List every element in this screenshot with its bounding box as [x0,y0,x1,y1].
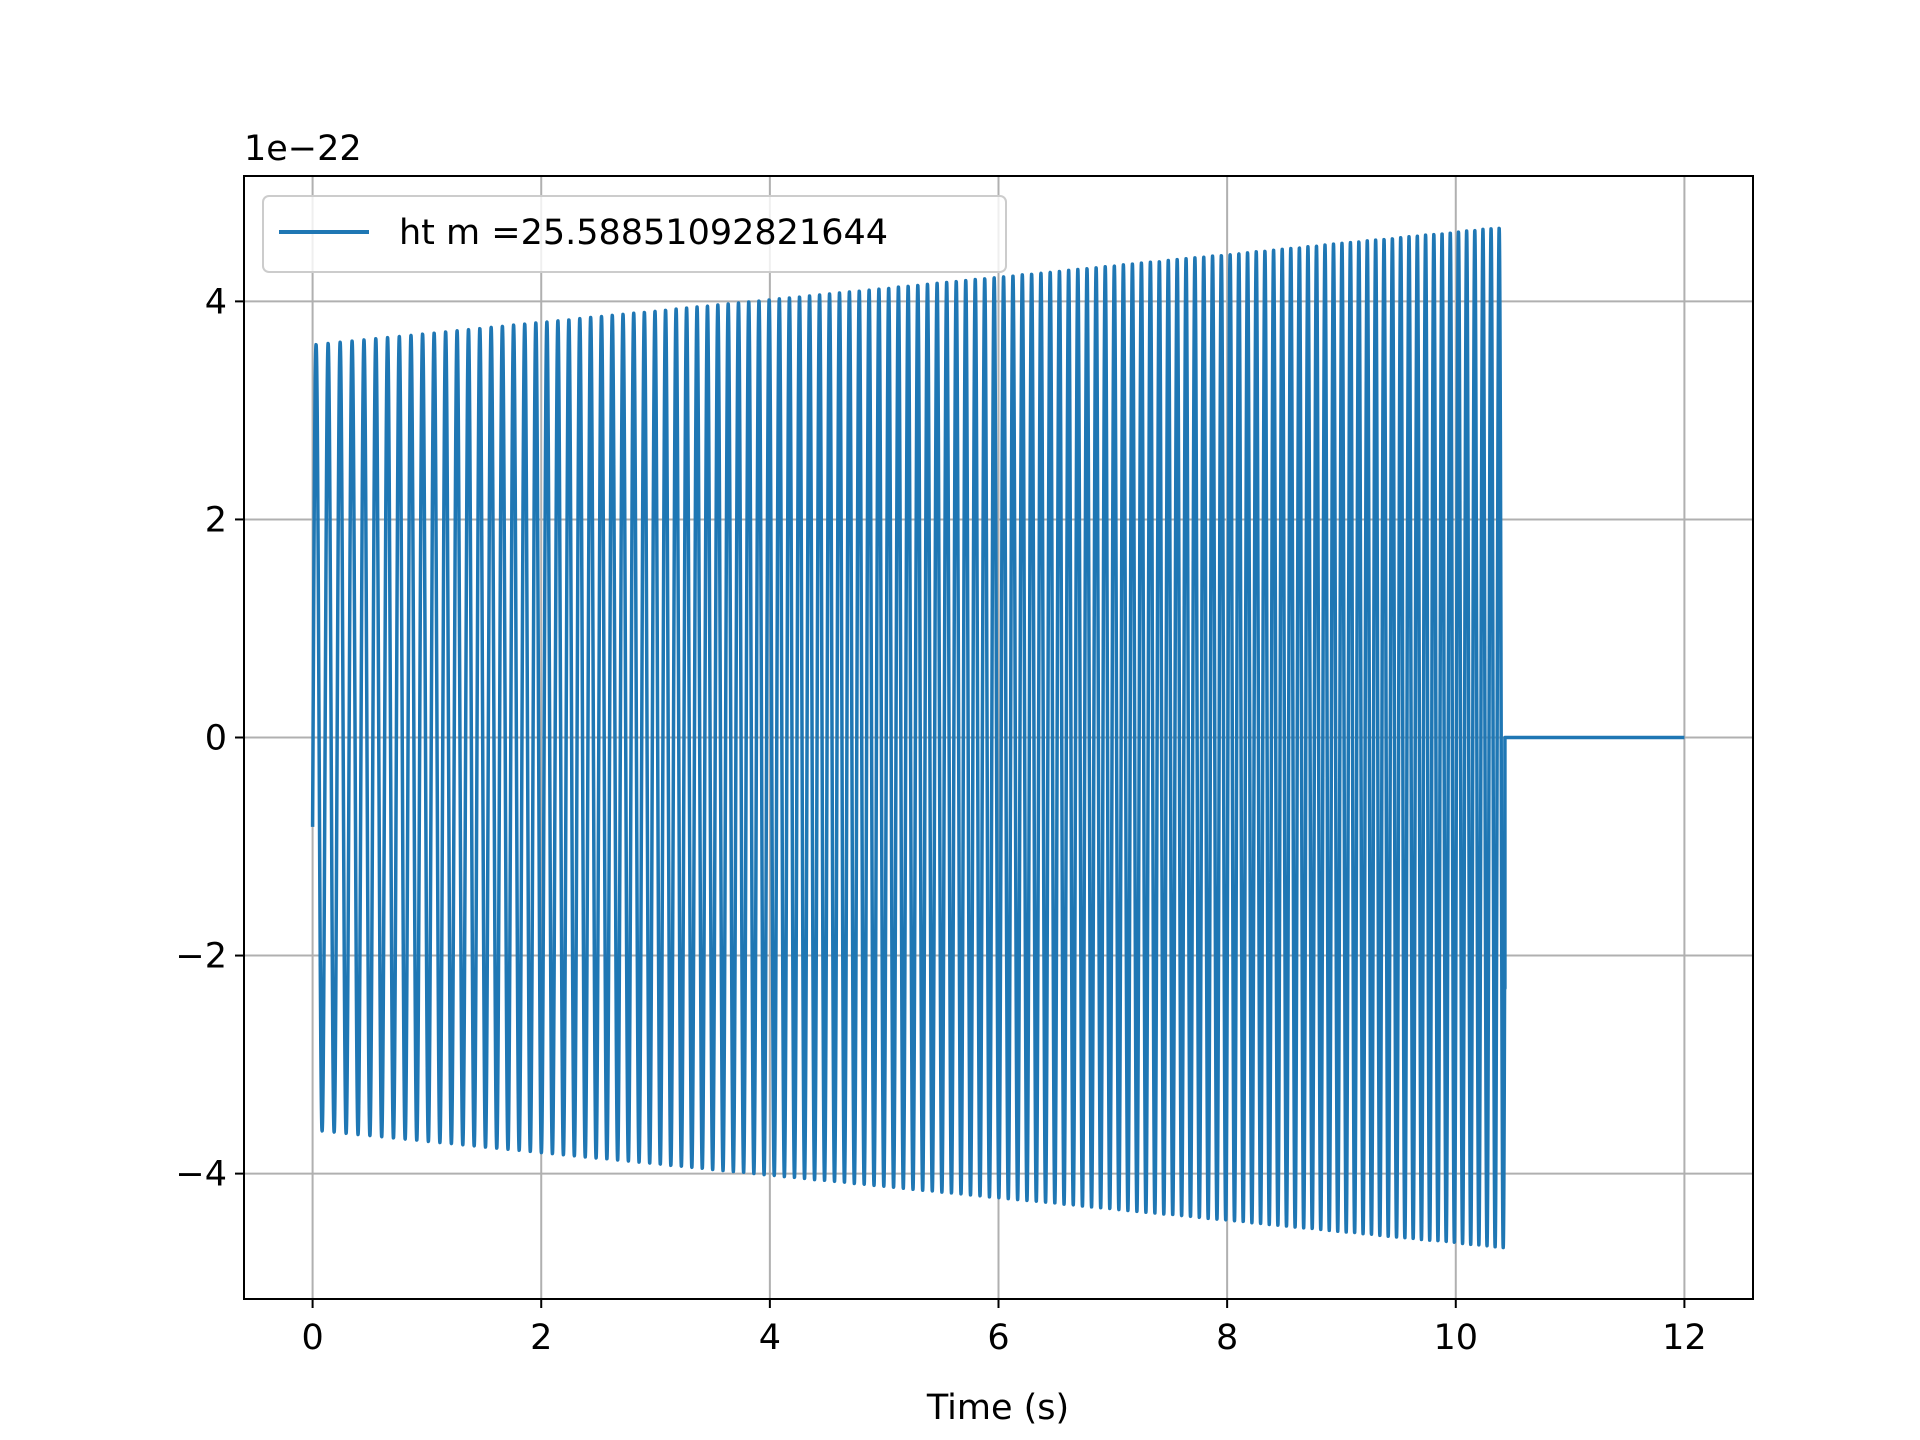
x-tick-label: 4 [759,1318,781,1358]
legend-box [262,195,1007,273]
x-axis-label: Time (s) [926,1388,1069,1428]
x-tick-label: 12 [1662,1318,1707,1358]
x-tick-label: 6 [987,1318,1009,1358]
y-tick-label: 4 [205,282,227,322]
ticks: 0 2 4 6 8 10 12 −4 −2 0 2 4 [175,282,1706,1358]
legend: ht m =25.58851092821644 [262,195,1007,273]
x-tick-label: 0 [301,1318,323,1358]
x-tick-label: 10 [1433,1318,1478,1358]
x-tick-label: 2 [530,1318,552,1358]
y-tick-label: −2 [175,937,227,977]
x-tick-label: 8 [1216,1318,1238,1358]
y-tick-label: 2 [205,500,227,540]
y-offset-label: 1e−22 [244,129,362,169]
series-layer [310,226,1685,1250]
series-line [310,226,1685,1250]
y-tick-label: −4 [175,1155,227,1195]
y-tick-label: 0 [205,719,227,759]
legend-label: ht m =25.58851092821644 [399,213,888,253]
